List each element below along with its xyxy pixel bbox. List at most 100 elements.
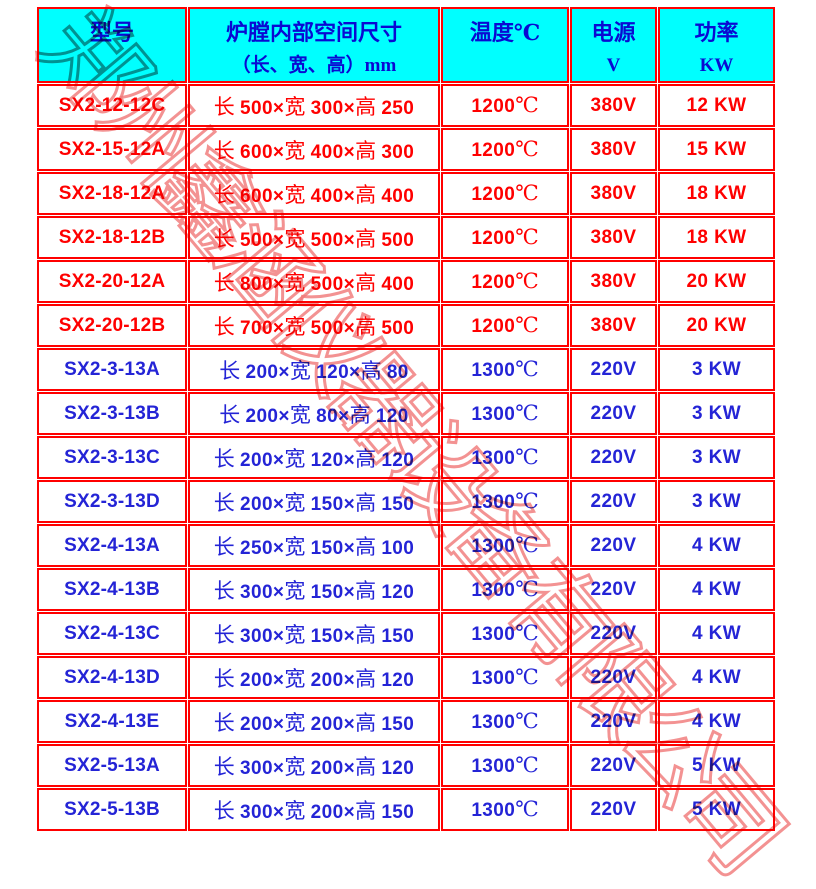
voltage-cell: 380V xyxy=(570,172,657,215)
page: 型号 炉膛内部空间尺寸 （长、宽、高）mm 温度℃ 电源 V 功率 KW xyxy=(18,0,800,889)
furnace-spec-table: 型号 炉膛内部空间尺寸 （长、宽、高）mm 温度℃ 电源 V 功率 KW xyxy=(36,6,776,832)
power-cell: 20 KW xyxy=(658,304,775,347)
temperature-cell: 1300℃ xyxy=(441,744,569,787)
col-header-power: 功率 KW xyxy=(658,7,775,83)
temperature-cell: 1300℃ xyxy=(441,788,569,831)
voltage-cell: 220V xyxy=(570,568,657,611)
col-header-size-label: 炉膛内部空间尺寸 xyxy=(225,20,402,45)
voltage-cell: 220V xyxy=(570,480,657,523)
voltage-cell: 380V xyxy=(570,84,657,127)
temperature-cell: 1300℃ xyxy=(441,656,569,699)
table-row: SX2-4-13A 长 250×宽 150×高 100 1300℃ 220V 4… xyxy=(37,524,775,567)
temperature-cell: 1200℃ xyxy=(441,216,569,259)
table-row: SX2-15-12A 长 600×宽 400×高 300 1200℃ 380V … xyxy=(37,128,775,171)
power-cell: 3 KW xyxy=(658,436,775,479)
model-cell: SX2-3-13A xyxy=(37,348,187,391)
voltage-cell: 380V xyxy=(570,304,657,347)
table-row: SX2-4-13D 长 200×宽 200×高 120 1300℃ 220V 4… xyxy=(37,656,775,699)
power-cell: 20 KW xyxy=(658,260,775,303)
table-row: SX2-18-12B 长 500×宽 500×高 500 1200℃ 380V … xyxy=(37,216,775,259)
power-cell: 4 KW xyxy=(658,656,775,699)
voltage-cell: 220V xyxy=(570,656,657,699)
voltage-cell: 380V xyxy=(570,216,657,259)
temperature-cell: 1200℃ xyxy=(441,128,569,171)
voltage-cell: 220V xyxy=(570,700,657,743)
table-row: SX2-3-13D 长 200×宽 150×高 150 1300℃ 220V 3… xyxy=(37,480,775,523)
power-cell: 4 KW xyxy=(658,612,775,655)
model-cell: SX2-5-13A xyxy=(37,744,187,787)
power-cell: 15 KW xyxy=(658,128,775,171)
col-header-size: 炉膛内部空间尺寸 （长、宽、高）mm xyxy=(188,7,440,83)
table-row: SX2-5-13B 长 300×宽 200×高 150 1300℃ 220V 5… xyxy=(37,788,775,831)
temperature-cell: 1200℃ xyxy=(441,172,569,215)
voltage-cell: 220V xyxy=(570,744,657,787)
model-cell: SX2-5-13B xyxy=(37,788,187,831)
model-cell: SX2-4-13C xyxy=(37,612,187,655)
model-cell: SX2-18-12B xyxy=(37,216,187,259)
table-row: SX2-3-13C 长 200×宽 120×高 120 1300℃ 220V 3… xyxy=(37,436,775,479)
size-cell: 长 800×宽 500×高 400 xyxy=(188,260,440,303)
voltage-cell: 220V xyxy=(570,788,657,831)
model-cell: SX2-3-13D xyxy=(37,480,187,523)
header-row: 型号 炉膛内部空间尺寸 （长、宽、高）mm 温度℃ 电源 V 功率 KW xyxy=(37,7,775,83)
model-cell: SX2-3-13C xyxy=(37,436,187,479)
temperature-cell: 1300℃ xyxy=(441,612,569,655)
power-cell: 3 KW xyxy=(658,480,775,523)
temperature-cell: 1200℃ xyxy=(441,84,569,127)
size-cell: 长 600×宽 400×高 300 xyxy=(188,128,440,171)
power-cell: 5 KW xyxy=(658,744,775,787)
temperature-cell: 1200℃ xyxy=(441,260,569,303)
temperature-cell: 1200℃ xyxy=(441,304,569,347)
voltage-cell: 220V xyxy=(570,436,657,479)
col-header-power-label: 功率 xyxy=(694,20,739,45)
model-cell: SX2-15-12A xyxy=(37,128,187,171)
size-cell: 长 300×宽 200×高 120 xyxy=(188,744,440,787)
col-header-voltage: 电源 V xyxy=(570,7,657,83)
table-row: SX2-3-13A 长 200×宽 120×高 80 1300℃ 220V 3 … xyxy=(37,348,775,391)
temperature-cell: 1300℃ xyxy=(441,524,569,567)
model-cell: SX2-4-13A xyxy=(37,524,187,567)
voltage-cell: 220V xyxy=(570,524,657,567)
size-cell: 长 300×宽 150×高 120 xyxy=(188,568,440,611)
size-cell: 长 200×宽 120×高 120 xyxy=(188,436,440,479)
size-cell: 长 500×宽 500×高 500 xyxy=(188,216,440,259)
size-cell: 长 250×宽 150×高 100 xyxy=(188,524,440,567)
table-row: SX2-20-12A 长 800×宽 500×高 400 1200℃ 380V … xyxy=(37,260,775,303)
col-header-size-sublabel: （长、宽、高）mm xyxy=(231,55,397,77)
power-cell: 5 KW xyxy=(658,788,775,831)
power-cell: 4 KW xyxy=(658,568,775,611)
table-row: SX2-12-12C 长 500×宽 300×高 250 1200℃ 380V … xyxy=(37,84,775,127)
power-cell: 3 KW xyxy=(658,392,775,435)
voltage-cell: 380V xyxy=(570,260,657,303)
size-cell: 长 700×宽 500×高 500 xyxy=(188,304,440,347)
table-body: SX2-12-12C 长 500×宽 300×高 250 1200℃ 380V … xyxy=(37,84,775,831)
voltage-cell: 220V xyxy=(570,392,657,435)
temperature-cell: 1300℃ xyxy=(441,700,569,743)
table-row: SX2-5-13A 长 300×宽 200×高 120 1300℃ 220V 5… xyxy=(37,744,775,787)
model-cell: SX2-12-12C xyxy=(37,84,187,127)
table-row: SX2-18-12A 长 600×宽 400×高 400 1200℃ 380V … xyxy=(37,172,775,215)
temperature-cell: 1300℃ xyxy=(441,436,569,479)
model-cell: SX2-20-12A xyxy=(37,260,187,303)
model-cell: SX2-20-12B xyxy=(37,304,187,347)
col-header-temperature: 温度℃ xyxy=(441,7,569,83)
table-row: SX2-4-13C 长 300×宽 150×高 150 1300℃ 220V 4… xyxy=(37,612,775,655)
temperature-cell: 1300℃ xyxy=(441,480,569,523)
table-row: SX2-20-12B 长 700×宽 500×高 500 1200℃ 380V … xyxy=(37,304,775,347)
size-cell: 长 200×宽 200×高 120 xyxy=(188,656,440,699)
voltage-cell: 380V xyxy=(570,128,657,171)
power-cell: 18 KW xyxy=(658,172,775,215)
table-row: SX2-4-13E 长 200×宽 200×高 150 1300℃ 220V 4… xyxy=(37,700,775,743)
col-header-power-sublabel: KW xyxy=(699,55,734,77)
power-cell: 12 KW xyxy=(658,84,775,127)
power-cell: 4 KW xyxy=(658,700,775,743)
col-header-temperature-label: 温度℃ xyxy=(469,20,541,45)
power-cell: 4 KW xyxy=(658,524,775,567)
col-header-voltage-sublabel: V xyxy=(606,55,621,77)
size-cell: 长 500×宽 300×高 250 xyxy=(188,84,440,127)
power-cell: 18 KW xyxy=(658,216,775,259)
table-row: SX2-4-13B 长 300×宽 150×高 120 1300℃ 220V 4… xyxy=(37,568,775,611)
size-cell: 长 200×宽 150×高 150 xyxy=(188,480,440,523)
voltage-cell: 220V xyxy=(570,612,657,655)
voltage-cell: 220V xyxy=(570,348,657,391)
